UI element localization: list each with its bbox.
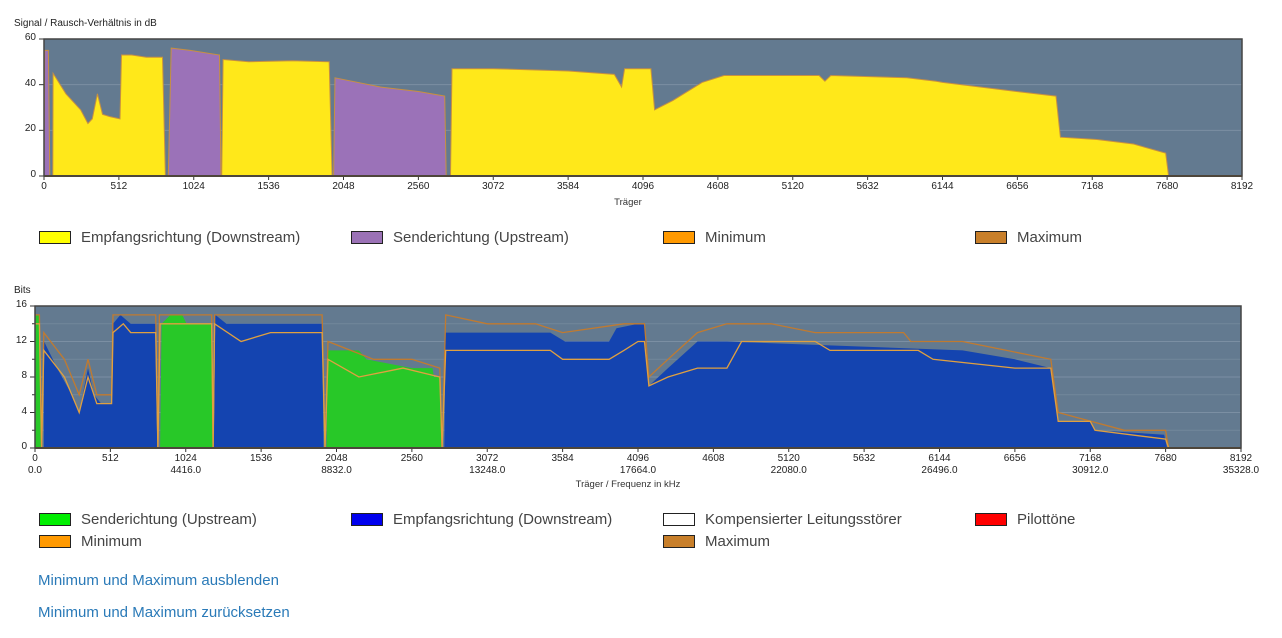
x-freq-tick-label: 0.0 <box>28 465 42 476</box>
plot-border <box>43 38 1243 177</box>
bits-x-axis-label: Träger / Frequenz in kHz <box>575 479 681 490</box>
x-freq-tick-label: 30912.0 <box>1072 465 1109 476</box>
y-tick-label: 60 <box>24 32 36 43</box>
legend-label: Kompensierter Leitungsstörer <box>705 511 902 528</box>
y-tick-label: 12 <box>15 334 27 346</box>
x-tick-label: 4096 <box>631 181 655 192</box>
x-freq-tick-label: 4416.0 <box>170 465 202 476</box>
x-tick-label: 1024 <box>174 453 197 464</box>
y-tick-label: 0 <box>21 441 27 452</box>
x-tick-label: 6144 <box>928 453 951 464</box>
x-tick-label: 8192 <box>1229 453 1253 464</box>
area-empfangsrichtung <box>449 68 1170 177</box>
x-tick-label: 3584 <box>551 453 574 464</box>
legend-swatch <box>39 231 71 244</box>
legend-label: Senderichtung (Upstream) <box>81 511 257 528</box>
area-empfangsrichtung <box>444 323 1168 448</box>
legend-item: Minimum <box>663 229 766 246</box>
area-senderichtung <box>160 314 214 448</box>
area-empfangsrichtung <box>213 314 324 448</box>
legend-item: Minimum <box>39 533 142 550</box>
x-tick-label: 512 <box>102 453 119 464</box>
x-tick-label: 2048 <box>332 181 355 192</box>
reset-minmax-link[interactable]: Minimum und Maximum zurücksetzen <box>38 604 290 621</box>
area-empfangsrichtung <box>52 54 166 177</box>
legend-label: Minimum <box>81 533 142 550</box>
legend-item: Senderichtung (Upstream) <box>351 229 569 246</box>
legend-label: Maximum <box>1017 229 1083 246</box>
legend-label: Pilottöne <box>1017 511 1076 528</box>
snr-chart-title: Signal / Rausch-Verhältnis in dB <box>14 18 157 29</box>
legend-item: Empfangsrichtung (Downstream) <box>351 511 612 528</box>
x-tick-label: 6656 <box>1003 453 1026 464</box>
x-tick-label: 6656 <box>1006 181 1029 192</box>
legend-item: Maximum <box>975 229 1082 246</box>
legend-label: Empfangsrichtung (Downstream) <box>81 229 301 246</box>
x-tick-label: 7168 <box>1079 453 1102 464</box>
legend-item: Pilottöne <box>975 511 1075 528</box>
legend-label: Senderichtung (Upstream) <box>393 229 569 246</box>
y-tick-label: 20 <box>24 123 36 135</box>
x-tick-label: 4096 <box>626 453 650 464</box>
x-tick-label: 2560 <box>407 181 430 192</box>
area-empfangsrichtung <box>43 314 158 448</box>
legend-item: Maximum <box>663 533 770 550</box>
legend-swatch <box>39 513 71 526</box>
x-tick-label: 3072 <box>476 453 499 464</box>
x-tick-label: 1536 <box>250 453 273 464</box>
legend-label: Minimum <box>705 229 766 246</box>
x-tick-label: 7680 <box>1154 453 1177 464</box>
x-tick-label: 5632 <box>853 453 876 464</box>
legend-label: Empfangsrichtung (Downstream) <box>393 511 613 528</box>
legend-swatch <box>663 513 695 526</box>
x-tick-label: 0 <box>32 453 38 464</box>
x-tick-label: 5632 <box>856 181 879 192</box>
y-tick-label: 0 <box>30 169 36 180</box>
x-tick-label: 5120 <box>781 181 804 192</box>
x-tick-label: 512 <box>110 181 128 192</box>
y-tick-label: 8 <box>21 370 27 381</box>
x-freq-tick-label: 22080.0 <box>770 465 807 476</box>
legend-swatch <box>663 231 695 244</box>
x-freq-tick-label: 8832.0 <box>321 465 352 476</box>
x-tick-label: 4608 <box>706 181 729 192</box>
legend-swatch <box>39 535 71 548</box>
x-tick-label: 8192 <box>1230 181 1254 192</box>
hide-minmax-link[interactable]: Minimum und Maximum ausblenden <box>38 572 279 589</box>
plot-border <box>34 305 1242 449</box>
x-tick-label: 2560 <box>400 453 423 464</box>
x-freq-tick-label: 13248.0 <box>469 465 506 476</box>
y-tick-label: 4 <box>21 405 27 417</box>
snr-x-axis-label: Träger <box>614 197 642 208</box>
x-tick-label: 0 <box>41 181 47 192</box>
x-tick-label: 1536 <box>257 181 280 192</box>
x-tick-label: 6144 <box>931 181 954 192</box>
legend-swatch <box>663 535 695 548</box>
legend-swatch <box>975 231 1007 244</box>
x-freq-tick-label: 35328.0 <box>1222 465 1260 476</box>
x-tick-label: 1024 <box>182 181 205 192</box>
x-freq-tick-label: 26496.0 <box>921 465 958 476</box>
minimum-line <box>35 322 1241 449</box>
x-tick-label: 3072 <box>482 181 505 192</box>
x-tick-label: 7680 <box>1156 181 1179 192</box>
x-tick-label: 3584 <box>557 181 580 192</box>
snr-chart <box>39 38 1243 180</box>
legend-swatch <box>975 513 1007 526</box>
y-tick-label: 40 <box>24 77 36 89</box>
bits-chart-title: Bits <box>14 285 31 296</box>
x-tick-label: 2048 <box>325 453 348 464</box>
x-tick-label: 5120 <box>777 453 800 464</box>
legend-label: Maximum <box>705 533 771 550</box>
x-tick-label: 4608 <box>702 453 725 464</box>
y-tick-label: 16 <box>15 299 27 310</box>
legend-item: Kompensierter Leitungsstörer <box>663 511 902 528</box>
x-freq-tick-label: 17664.0 <box>619 465 657 476</box>
bits-chart <box>30 305 1242 452</box>
legend-item: Senderichtung (Upstream) <box>39 511 257 528</box>
legend-swatch <box>351 513 383 526</box>
legend-swatch <box>351 231 383 244</box>
x-tick-label: 7168 <box>1081 181 1104 192</box>
legend-item: Empfangsrichtung (Downstream) <box>39 229 300 246</box>
